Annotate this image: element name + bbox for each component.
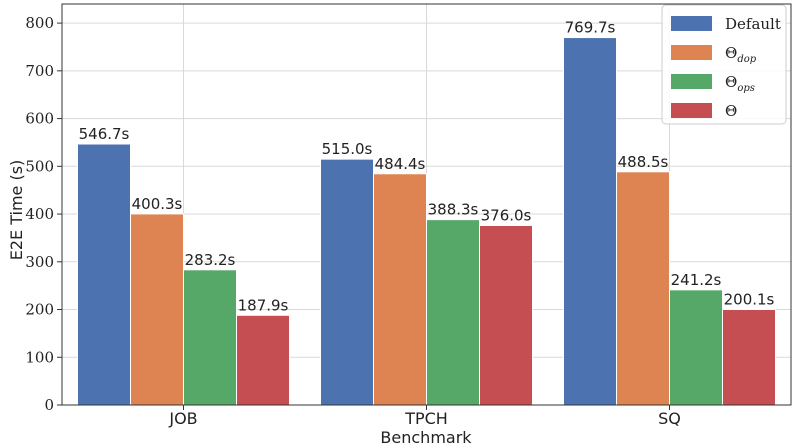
x-tick-label: JOB [168, 409, 197, 428]
plot-frame [61, 3, 792, 406]
legend-swatch [671, 74, 712, 89]
legend-swatch [671, 16, 712, 31]
bar [183, 269, 237, 406]
legend-label: Θdop [725, 44, 757, 65]
x-tick-label: SQ [658, 409, 681, 428]
bar [479, 225, 533, 406]
y-tick-label: 600 [25, 110, 54, 128]
bar [426, 219, 480, 406]
bar [236, 314, 290, 406]
bar [616, 171, 670, 406]
bar-value-label: 388.3s [428, 201, 479, 219]
legend-swatch [671, 45, 712, 60]
legend: Default Θdop Θops Θ [661, 4, 787, 125]
bar-value-label: 515.0s [322, 140, 373, 158]
axes: 0 100 200 300 400 500 600 700 800 JOB TPCH SQ [25, 3, 792, 428]
bar [320, 158, 374, 406]
y-tick-label: 200 [25, 301, 54, 319]
y-tick-label: 100 [25, 348, 54, 366]
bar-value-label: 200.1s [724, 290, 775, 308]
bar-value-label: 187.9s [238, 296, 289, 314]
y-axis-title: E2E Time (s) [7, 160, 26, 261]
y-tick-label: 700 [25, 62, 54, 80]
bar-value-label: 769.7s [565, 19, 616, 37]
y-tick-label: 300 [25, 253, 54, 271]
x-axis-title: Benchmark [380, 428, 472, 447]
bar [563, 37, 617, 406]
bar-value-label: 376.0s [481, 207, 532, 225]
legend-swatch [671, 103, 712, 118]
bar [722, 308, 776, 406]
bar-value-label: 400.3s [132, 195, 183, 213]
bar [669, 289, 723, 406]
bar-value-label: 241.2s [671, 271, 722, 289]
bar-value-label: 488.5s [618, 153, 669, 171]
bar [77, 143, 131, 406]
legend-box [661, 4, 787, 125]
x-tick-label: TPCH [404, 409, 448, 428]
bar-value-label: 484.4s [375, 155, 426, 173]
bar-value-label: 283.2s [185, 251, 236, 269]
y-tick-label: 800 [25, 14, 54, 32]
bars [77, 37, 776, 406]
bar-value-label: 546.7s [79, 125, 130, 143]
legend-label: Default [725, 15, 781, 33]
legend-label: Θ [725, 102, 737, 120]
legend-label: Θops [725, 73, 755, 94]
y-tick-label: 500 [25, 157, 54, 175]
y-tick-label: 0 [44, 396, 54, 414]
bar [130, 213, 184, 406]
bar [373, 173, 427, 406]
y-tick-label: 400 [25, 205, 54, 223]
